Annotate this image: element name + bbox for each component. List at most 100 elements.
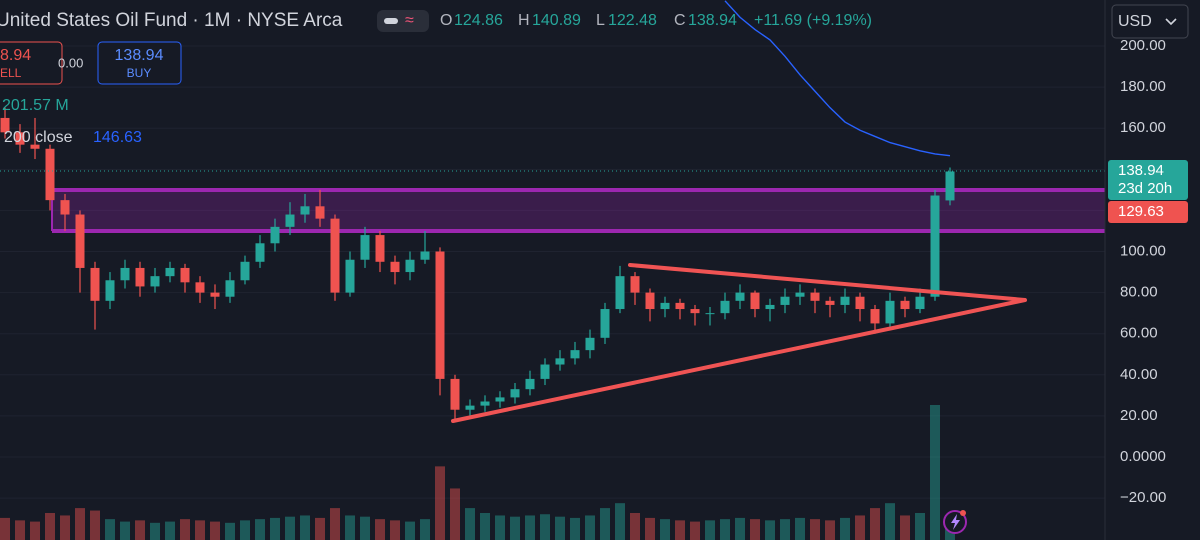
buy-label[interactable]: BUY <box>127 66 152 80</box>
grid <box>0 45 1105 499</box>
buy-button[interactable] <box>97 41 182 85</box>
candle-body <box>555 358 565 365</box>
volume-bar <box>720 519 730 540</box>
volume-bar <box>0 517 10 540</box>
candle-body <box>840 296 850 305</box>
volume-bar <box>375 519 385 540</box>
triangle-drawing <box>451 263 1027 423</box>
h-value: 140.89 <box>532 12 581 29</box>
candle-body <box>150 276 160 287</box>
candle-body <box>810 292 820 301</box>
candle-body <box>540 364 550 379</box>
toggle-icon <box>384 18 398 24</box>
volume-bar <box>120 521 130 540</box>
candle-body <box>630 276 640 293</box>
candle-body <box>225 280 235 297</box>
o-value: 124.86 <box>454 12 503 29</box>
volume-bar <box>810 519 820 540</box>
candle-body <box>375 235 385 262</box>
volume-bar <box>315 517 325 540</box>
chevron <box>1165 18 1177 26</box>
candle-body <box>420 251 430 260</box>
y-tick-label: 100.00 <box>1120 242 1166 259</box>
candle-body <box>105 280 115 301</box>
volume-bar <box>420 519 430 540</box>
volume-bar <box>90 510 100 540</box>
candle-body <box>60 200 70 215</box>
candle-body <box>135 267 145 287</box>
bolt <box>951 514 960 530</box>
volume-pane <box>0 405 955 540</box>
l-value: 122.48 <box>608 12 657 29</box>
toggle-pill[interactable] <box>377 10 429 32</box>
y-tick-label: 80.00 <box>1120 284 1158 301</box>
volume-bar <box>780 519 790 540</box>
volume-bar <box>630 513 640 540</box>
currency[interactable]: USD <box>1118 13 1152 30</box>
sma-line <box>724 0 951 157</box>
candle-body <box>870 309 880 324</box>
candle-body <box>210 292 220 297</box>
candle-body <box>0 117 10 133</box>
candle-body <box>645 292 655 310</box>
volume-bar <box>840 517 850 540</box>
ma-value: 146.63 <box>93 129 142 146</box>
candle-body <box>360 235 370 260</box>
candle-body <box>510 389 520 398</box>
ma-legend: 200 close <box>4 129 73 146</box>
price-axis <box>1105 0 1200 540</box>
volume-bar <box>345 515 355 540</box>
volume-bar <box>510 516 520 540</box>
candle-body <box>165 267 175 277</box>
volume-bar <box>15 520 25 540</box>
c-value: 138.94 <box>688 12 737 29</box>
volume-bar <box>390 520 400 540</box>
volume-bar <box>45 513 55 540</box>
candle-body <box>795 292 805 297</box>
sell-label[interactable]: ELL <box>0 66 22 80</box>
y-tick-label: 20.00 <box>1120 407 1158 424</box>
volume-bar <box>570 517 580 540</box>
candle-body <box>435 251 445 379</box>
candle-body <box>300 206 310 215</box>
candle-body <box>705 313 715 315</box>
volume-bar <box>870 508 880 540</box>
volume-bar <box>270 517 280 540</box>
sell-button[interactable] <box>0 41 63 85</box>
volume-bar <box>135 520 145 540</box>
volume-bar <box>600 508 610 540</box>
countdown: 23d 20h <box>1118 180 1172 197</box>
candle-body <box>855 296 865 310</box>
candle-body <box>90 267 100 301</box>
volume-bar <box>495 515 505 540</box>
volume-bar <box>750 519 760 540</box>
currency-select[interactable] <box>1111 4 1189 39</box>
volume-bar <box>150 522 160 540</box>
candle-body <box>15 132 25 145</box>
candle-body <box>675 302 685 310</box>
y-tick-label: −20.00 <box>1120 489 1166 506</box>
candle-body <box>525 378 535 390</box>
volume-bar <box>540 514 550 540</box>
volume-bar <box>360 516 370 540</box>
candles <box>0 0 955 423</box>
candle-body <box>120 267 130 281</box>
buy-price[interactable]: 138.94 <box>115 47 164 64</box>
volume-bar <box>240 520 250 540</box>
candle-body <box>285 214 295 227</box>
c-key: C <box>674 12 686 29</box>
volume-bar <box>180 519 190 540</box>
volume-bar <box>660 519 670 540</box>
volume-bar <box>735 517 745 540</box>
volume-bar <box>105 519 115 540</box>
candle-body <box>405 259 415 273</box>
sell-price[interactable]: 8.94 <box>0 47 31 64</box>
approx-icon: ≈ <box>405 12 414 29</box>
volume-bar <box>30 521 40 540</box>
volume-bar <box>585 515 595 540</box>
level-price: 129.63 <box>1118 203 1164 220</box>
o-key: O <box>440 12 452 29</box>
candle-body <box>825 300 835 305</box>
candle-body <box>480 401 490 406</box>
volume-bar <box>855 515 865 540</box>
